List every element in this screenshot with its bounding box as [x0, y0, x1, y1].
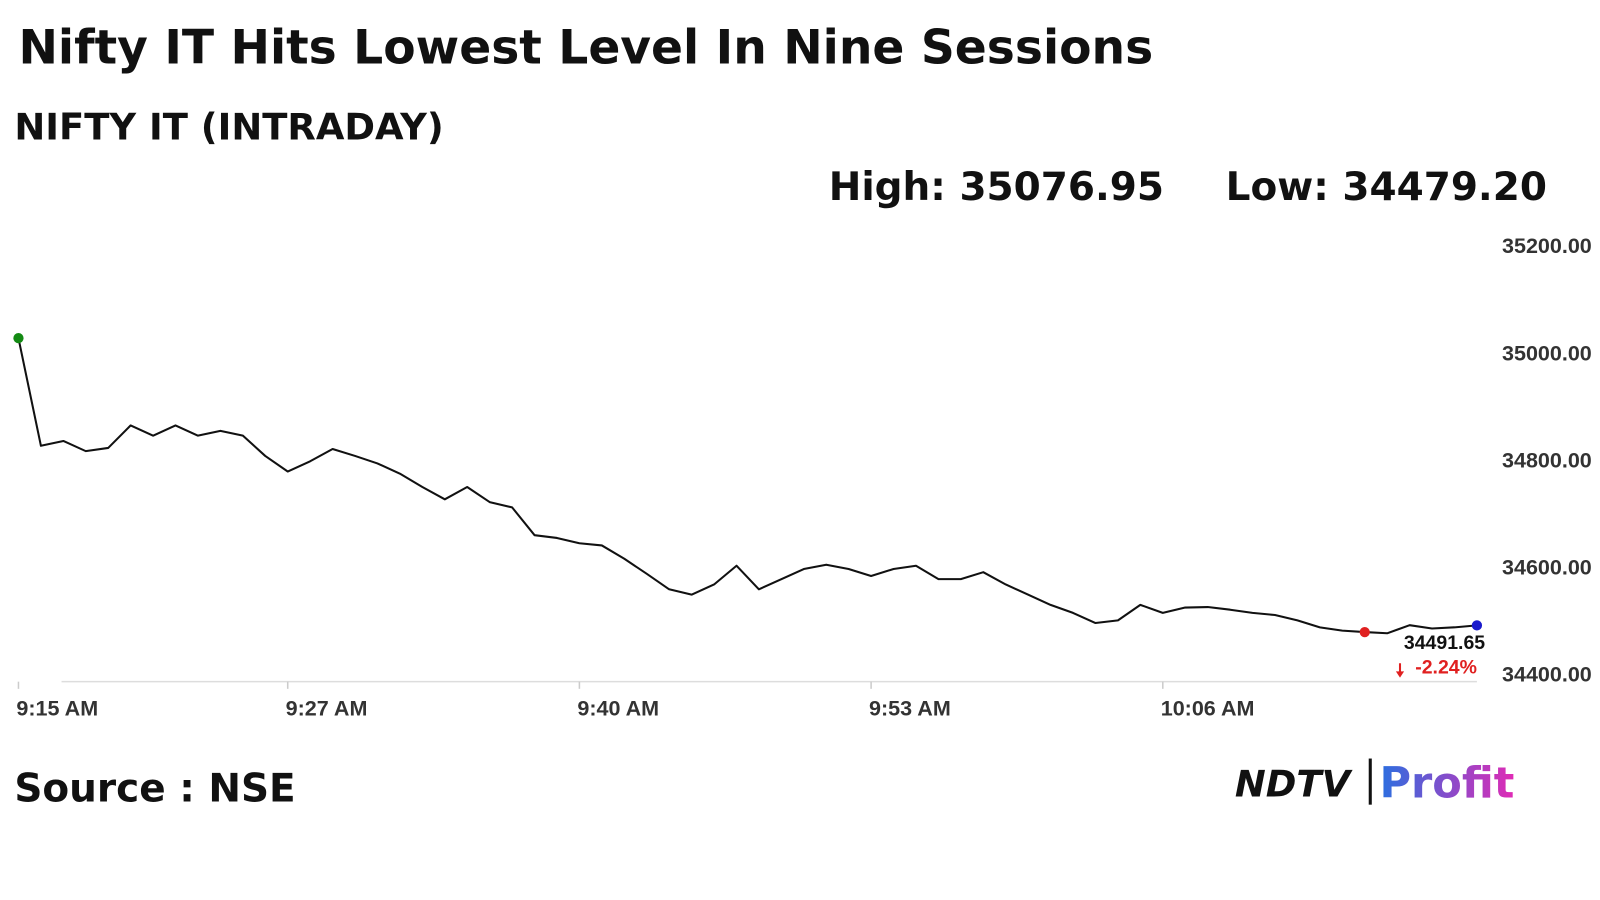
price-line — [17, 337, 1478, 635]
x-tick-label: 10:06 AM — [1161, 696, 1255, 720]
last-value-label: 34491.65 — [1404, 632, 1485, 654]
down-arrow — [1395, 663, 1405, 678]
source: Source : NSE — [14, 767, 295, 812]
y-tick-label: 35200.00 — [1502, 234, 1592, 258]
logo-profit: Profit — [1379, 759, 1514, 809]
x-tick-label: 9:53 AM — [869, 696, 951, 720]
point-marker — [1471, 620, 1483, 631]
x-tick-label: 9:27 AM — [286, 696, 368, 720]
change-label: -2.24% — [1415, 657, 1477, 679]
chart-subtitle: NIFTY IT (INTRADAY) — [14, 105, 443, 148]
y-tick-label: 34400.00 — [1502, 663, 1592, 687]
point-marker — [13, 333, 24, 344]
logo-ndtv: NDTV — [1235, 762, 1353, 805]
y-tick-label: 35000.00 — [1502, 341, 1592, 365]
point-marker — [1359, 626, 1370, 638]
x-tick-label: 9:15 AM — [16, 696, 98, 720]
chart-title: Nifty IT Hits Lowest Level In Nine Sessi… — [18, 21, 1153, 76]
x-tick-label: 9:40 AM — [577, 696, 659, 720]
low-label: Low: 34479.20 — [1226, 165, 1547, 210]
high-label: High: 35076.95 — [829, 165, 1164, 210]
y-tick-label: 34800.00 — [1502, 448, 1592, 472]
y-tick-label: 34600.00 — [1502, 556, 1592, 580]
